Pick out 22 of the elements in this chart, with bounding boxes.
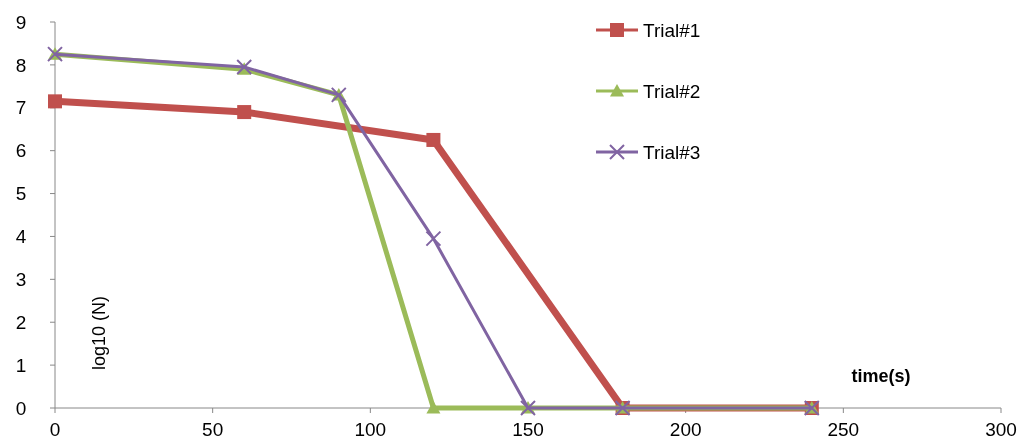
y-tick-label: 5	[15, 183, 27, 205]
y-tick-label: 0	[15, 397, 27, 419]
y-axis-title: log10 (N)	[89, 295, 109, 371]
y-tick-label: 8	[15, 54, 27, 76]
legend-label: Trial#1	[643, 19, 701, 41]
x-tick-label: 0	[49, 419, 61, 440]
x-tick-label: 250	[827, 419, 860, 440]
y-tick-label: 2	[15, 311, 27, 333]
x-tick-label: 300	[985, 419, 1017, 440]
legend-label: Trial#3	[643, 141, 701, 163]
x-tick-label: 100	[354, 419, 387, 440]
y-tick-label: 6	[15, 140, 27, 162]
y-tick-label: 3	[15, 268, 27, 290]
legend-label: Trial#2	[643, 80, 701, 102]
y-tick-label: 9	[15, 11, 27, 33]
x-tick-label: 150	[512, 419, 544, 440]
x-tick-label: 200	[669, 419, 702, 440]
x-tick-label: 50	[202, 419, 224, 440]
y-tick-label: 1	[15, 354, 27, 376]
x-axis-title: time(s)	[851, 366, 911, 386]
y-tick-label: 4	[15, 226, 27, 248]
y-tick-label: 7	[15, 97, 27, 119]
